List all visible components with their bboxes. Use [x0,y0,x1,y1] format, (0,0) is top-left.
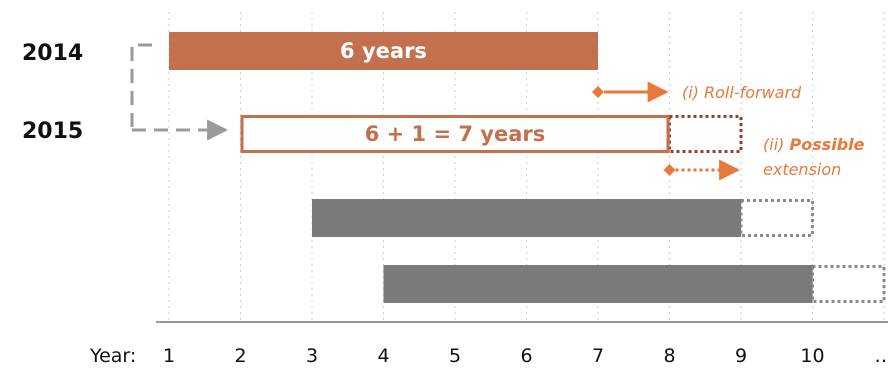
year-connector [130,43,229,141]
axis-tick-label: 10 [800,345,824,367]
extension-prefix: (ii) [763,135,789,154]
bar-2015 [240,115,670,153]
axis-tick-label: 4 [377,345,389,367]
bar-2014 [169,32,598,70]
extension-start-marker [663,164,676,176]
bar-extension [811,265,886,303]
bars-group: 6 years 6 + 1 = 7 years [169,32,886,303]
bar-gray [383,265,813,303]
axis-tick-label: 9 [735,345,747,367]
extension-bold: Possible [789,135,864,154]
axis-ticks: 1 2 3 4 5 6 7 8 9 10 … [163,345,888,367]
axis-tick-label: 5 [449,345,461,367]
axis-tick-label: 2 [234,345,246,367]
axis-tick-label: 6 [520,345,532,367]
extension-label-line1: (ii) Possible [763,135,865,154]
axis-tick-label: 1 [163,345,175,367]
roll-forward-label: (i) Roll-forward [682,83,802,102]
row-label-2015: 2015 [22,119,83,144]
bar-extension [739,199,814,237]
axis-prefix: Year: [89,345,136,367]
annotations-group [592,81,741,181]
bar-label: 6 years [340,39,427,63]
axis-tick-label: 7 [592,345,604,367]
roll-forward-start-marker [592,86,604,98]
extension-label-line2: extension [763,160,841,179]
row-label-2014: 2014 [22,41,83,66]
axis-tick-label: … [875,345,888,367]
axis-tick-label: 3 [306,345,318,367]
bar-extension [668,115,743,153]
axis-tick-label: 8 [663,345,675,367]
bar-label: 6 + 1 = 7 years [365,122,546,146]
bar-gray [312,199,741,237]
